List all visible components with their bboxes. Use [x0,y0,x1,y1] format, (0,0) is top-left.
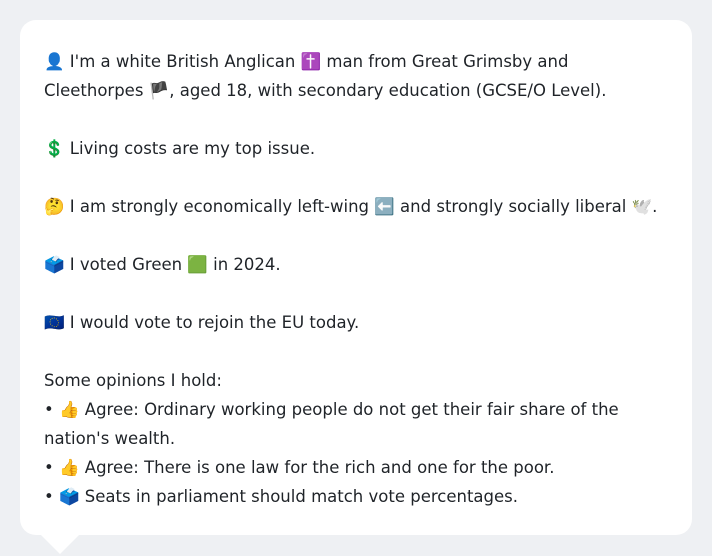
latin-cross-icon: ✝️ [300,52,322,71]
ballot-box-icon: 🗳️ [44,255,65,274]
identity-text-a: I'm a white British Anglican [69,52,301,71]
thumbs-up-icon: 👍 [58,458,80,477]
eu-text: I would vote to rejoin the EU today. [69,313,360,332]
opinions-heading: Some opinions I hold: [44,371,222,390]
dollar-sign-icon: 💲 [44,139,65,158]
dove-icon: 🕊️ [631,197,653,216]
bubble-tail [40,534,80,554]
issue-text: Living costs are my top issue. [69,139,316,158]
eu-flag-icon: 🇪🇺 [44,313,65,332]
green-square-icon: 🟩 [187,255,208,274]
identity-line: 👤 I'm a white British Anglican ✝️ man fr… [44,47,668,105]
opinion-item: • 👍 Agree: There is one law for the rich… [44,453,668,482]
message-bubble: 👤 I'm a white British Anglican ✝️ man fr… [20,20,692,535]
opinion-item: • 🗳️ Seats in parliament should match vo… [44,482,668,511]
person-silhouette-icon: 👤 [44,52,65,71]
eu-line: 🇪🇺 I would vote to rejoin the EU today. [44,308,668,337]
ideology-text-a: I am strongly economically left-wing [69,197,375,216]
opinion-item: • 👍 Agree: Ordinary working people do no… [44,395,668,453]
thinking-face-icon: 🤔 [44,197,65,216]
vote-line: 🗳️ I voted Green 🟩 in 2024. [44,250,668,279]
thumbs-up-icon: 👍 [58,400,80,419]
identity-text-c: , aged 18, with secondary education (GCS… [169,81,607,100]
vote-text-b: in 2024. [207,255,281,274]
ballot-box-icon: 🗳️ [58,487,80,506]
ideology-text-b: and strongly socially liberal [394,197,632,216]
opinion-text: Agree: Ordinary working people do not ge… [44,400,619,448]
identity-text-b: man from Great Grimsby and Cleethorpes [44,52,569,100]
ideology-line: 🤔 I am strongly economically left-wing ⬅… [44,192,668,221]
england-flag-icon: 🏴 [148,81,170,100]
opinion-text: Agree: There is one law for the rich and… [84,458,555,477]
bullet: • [44,487,54,506]
opinion-text: Seats in parliament should match vote pe… [84,487,518,506]
vote-text-a: I voted Green [69,255,188,274]
bullet: • [44,458,54,477]
ideology-text-c: . [652,197,658,216]
issue-line: 💲 Living costs are my top issue. [44,134,668,163]
left-arrow-icon: ⬅️ [374,197,395,216]
bullet: • [44,400,54,419]
